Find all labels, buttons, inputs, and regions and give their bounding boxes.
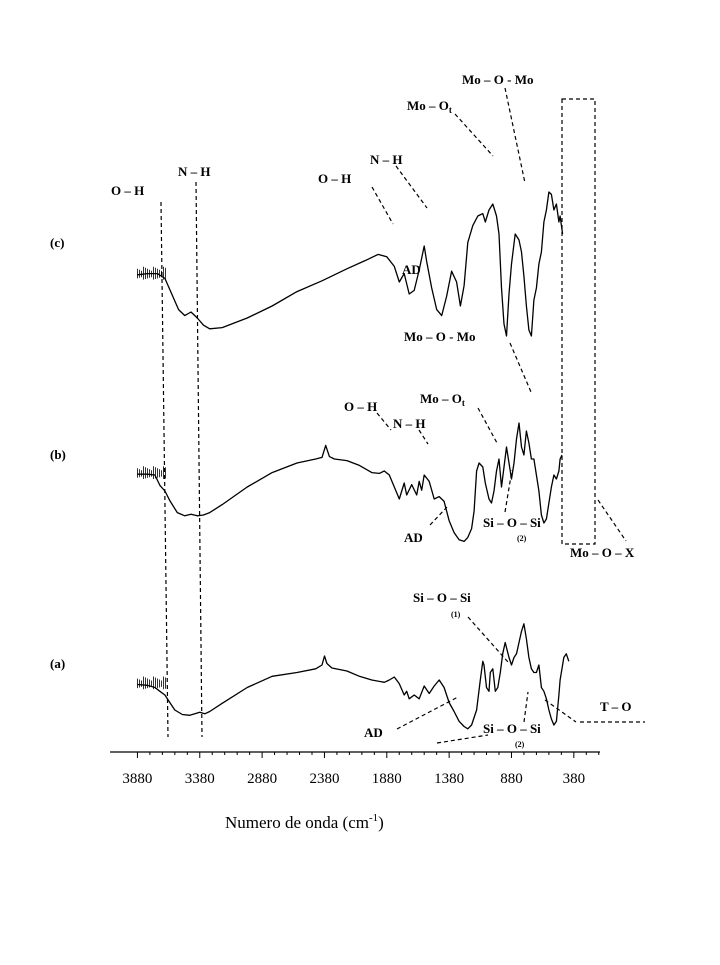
b-ad-label: AD <box>404 530 423 545</box>
c-oh-label: O – H <box>111 183 144 198</box>
oh-guide-line <box>160 201 169 738</box>
a-ad-label: AD <box>364 725 383 740</box>
series-label-c: (c) <box>50 235 64 250</box>
c-moot-label: Mo – Ot <box>407 98 452 115</box>
a-to-label: T – O <box>600 699 632 714</box>
b-moomo-leader <box>509 342 532 393</box>
x-tick-label-2380: 2380 <box>309 771 339 787</box>
b-moot-label: Mo – Ot <box>420 391 465 408</box>
c-ad-label: AD <box>402 262 421 277</box>
spectrum-noise-c <box>137 266 166 280</box>
b-moox-label: Mo – O – X <box>570 545 635 560</box>
a-siosi2-leader <box>436 734 489 744</box>
b-oh-label: O – H <box>344 399 377 414</box>
a-siosi1-leader <box>467 616 509 663</box>
a-siosi1-label: Si – O – Si <box>413 590 471 605</box>
b-oh-leader <box>376 412 392 431</box>
mo-o-x-box <box>561 98 596 545</box>
b-siosi-label: Si – O – Si <box>483 515 541 530</box>
x-tick-label-3880: 3880 <box>122 771 152 787</box>
b-ad-leader <box>429 506 448 526</box>
b-moomo-label: Mo – O - Mo <box>404 329 475 344</box>
nh-guide-line <box>195 181 203 738</box>
x-tick-label-380: 380 <box>563 771 586 787</box>
c-moomo-label: Mo – O - Mo <box>462 72 533 87</box>
b-moot-leader <box>477 407 498 444</box>
c-oh-leader <box>371 186 394 225</box>
x-tick-label-1380: 1380 <box>434 771 464 787</box>
series-label-a: (a) <box>50 656 65 671</box>
c-moot-leader <box>454 113 494 157</box>
spectrum-line-a <box>137 623 570 730</box>
x-tick-label-2880: 2880 <box>247 771 277 787</box>
a-siosi1-sub: (1) <box>451 610 461 619</box>
x-tick-label-3380: 3380 <box>185 771 215 787</box>
series-label-b: (b) <box>50 447 66 462</box>
x-tick-label-880: 880 <box>500 771 523 787</box>
c-oh2-label: O – H <box>318 171 351 186</box>
a-to-leader <box>544 699 577 723</box>
a-ad-leader <box>396 696 459 730</box>
b-nh-leader <box>418 429 429 445</box>
spectrum-noise-a <box>137 676 166 690</box>
a-siosi2-sub: (2) <box>515 740 525 749</box>
c-nh2-label: N – H <box>370 152 403 167</box>
b-moox-leader <box>597 499 627 542</box>
x-axis-label: Numero de onda (cm-1) <box>225 812 384 832</box>
b-nh-label: N – H <box>393 416 426 431</box>
spectrum-line-b <box>137 422 563 543</box>
c-nh-leader <box>395 165 428 209</box>
x-tick-label-1880: 1880 <box>372 771 402 787</box>
a-siosi2b-leader <box>523 691 529 723</box>
spectrum-line-c <box>137 191 564 337</box>
c-nh-label: N – H <box>178 164 211 179</box>
guide-lines <box>160 87 645 744</box>
a-siosi2-label: Si – O – Si <box>483 721 541 736</box>
b-siosi-leader <box>504 469 513 513</box>
spectrum-noise-b <box>137 466 166 479</box>
c-moomo-leader <box>504 87 526 184</box>
b-siosi-sub: (2) <box>517 534 527 543</box>
